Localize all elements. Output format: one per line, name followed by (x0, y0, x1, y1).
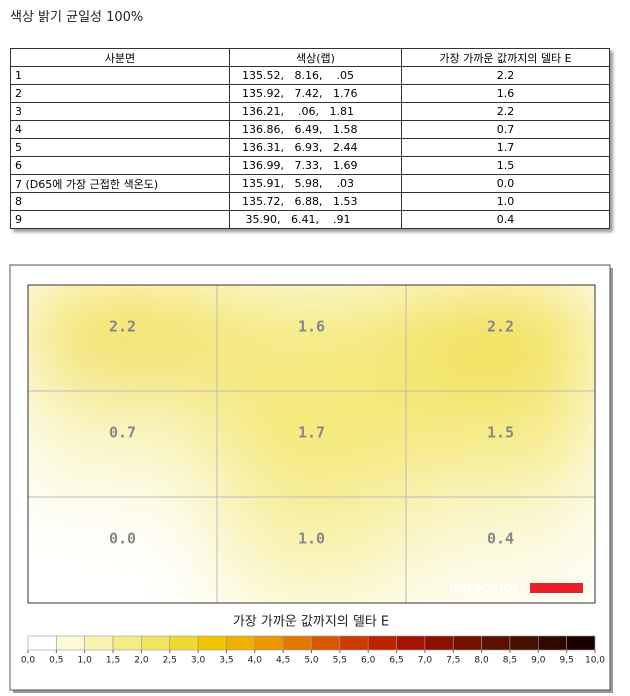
heat-cell (216, 496, 407, 603)
colorbar-tick-label: 10,0 (585, 656, 605, 666)
cell-label: 1.7 (298, 424, 325, 442)
cell-label: 2.2 (109, 318, 136, 336)
logo: datacolor (449, 581, 519, 596)
colorbar-segment (452, 635, 482, 651)
heat-cell (405, 390, 595, 498)
colorbar-tick-label: 6,0 (361, 656, 376, 666)
heat-cell (216, 390, 407, 498)
cell-label: 1.0 (298, 530, 325, 548)
colorbar-segment (282, 635, 312, 651)
table-row: 7 (D65에 가장 근접한 색온도) 135.91, 5.98, .03 0.0 (10, 174, 610, 193)
colorbar-segment (509, 635, 539, 651)
table-row: 9 35.90, 6.41, .91 0.4 (10, 210, 610, 229)
colorbar-tick-label: 5,5 (333, 656, 347, 666)
colorbar-segment (226, 635, 256, 651)
delta-table: 사분면 색상(랩) 가장 가까운 값까지의 델타 E 1 135.52, 8.16, .… (10, 48, 610, 229)
page-title: 색상 밝기 균일성 100% (10, 10, 144, 25)
cell-label: 1.6 (298, 318, 325, 336)
table-row: 4 136.86, 6.49, 1.58 0.7 (10, 120, 610, 139)
colorbar-tick-label: 0,0 (21, 656, 36, 666)
colorbar-tick-label: 4,5 (276, 656, 290, 666)
table-row: 8 135.72, 6.88, 1.53 1.0 (10, 192, 610, 211)
colorbar-segment (311, 635, 341, 651)
heat-cell (28, 285, 218, 392)
table-cell: 135.52, 8.16, .05 (229, 66, 402, 85)
table-cell: 135.92, 7.42, 1.76 (229, 84, 402, 103)
colorbar-segment (141, 635, 171, 651)
colorbar-segment (367, 635, 397, 651)
table-row: 6 136.99, 7.33, 1.69 1.5 (10, 156, 610, 175)
colorbar-title: 가장 가까운 값까지의 델타 E (233, 615, 389, 630)
colorbar-tick-label: 8,5 (503, 656, 517, 666)
heat-cell (216, 285, 407, 392)
colorbar-segment (112, 635, 142, 651)
heat-cell (405, 285, 595, 392)
colorbar-tick-label: 6,5 (389, 656, 403, 666)
colorbar-segment (56, 635, 85, 651)
cell-label: 1.5 (487, 424, 514, 442)
column-header: 가장 가까운 값까지의 델타 E (401, 48, 610, 67)
colorbar-tick-label: 2,0 (134, 656, 149, 666)
colorbar-segment (481, 635, 511, 651)
colorbar-tick-label: 7,0 (418, 656, 433, 666)
colorbar-segment (84, 635, 114, 651)
table-cell: 136.86, 6.49, 1.58 (229, 120, 402, 139)
colorbar-tick-label: 9,5 (559, 656, 573, 666)
table-cell: 0.4 (401, 210, 610, 229)
colorbar-tick-label: 1,0 (78, 656, 93, 666)
colorbar-segment (339, 635, 369, 651)
colorbar-segment (27, 635, 57, 651)
colorbar-segment (566, 635, 596, 651)
table-cell: 35.90, 6.41, .91 (229, 210, 402, 229)
table-cell: 9 (10, 210, 230, 229)
table-row: 2 135.92, 7.42, 1.76 1.6 (10, 84, 610, 103)
colorbar-segment (424, 635, 454, 651)
cell-label: 0.0 (109, 530, 136, 548)
colorbar-tick-label: 2,5 (163, 656, 177, 666)
colorbar-segment (169, 635, 199, 651)
colorbar-segment (254, 635, 284, 651)
colorbar-tick-label: 9,0 (531, 656, 546, 666)
heat-cell (28, 496, 218, 603)
colorbar-tick-label: 1,5 (106, 656, 120, 666)
colorbar-segment (197, 635, 227, 651)
table-row: 3 136.21, .06, 1.81 2.2 (10, 102, 610, 121)
colorbar-tick-label: 8,0 (474, 656, 489, 666)
plot-frame (27, 284, 596, 604)
colorbar-tick-label: 3,0 (191, 656, 206, 666)
colorbar-segment (537, 635, 567, 651)
cell-label: 0.7 (109, 424, 136, 442)
colorbar-tick-label: 7,5 (446, 656, 460, 666)
column-header: 색상(랩) (229, 48, 402, 67)
heat-cell (28, 390, 218, 498)
colorbar-tick-label: 3,5 (219, 656, 233, 666)
colorbar-tick-label: 5,0 (304, 656, 319, 666)
cell-label: 2.2 (487, 318, 514, 336)
colorbar-tick-label: 4,0 (248, 656, 263, 666)
colorbar-tick-label: 0,5 (49, 656, 63, 666)
colorbar-segment (396, 635, 426, 651)
table-cell: 136.99, 7.33, 1.69 (229, 156, 402, 175)
logo-bar (530, 583, 583, 593)
cell-label: 0.4 (487, 530, 514, 548)
